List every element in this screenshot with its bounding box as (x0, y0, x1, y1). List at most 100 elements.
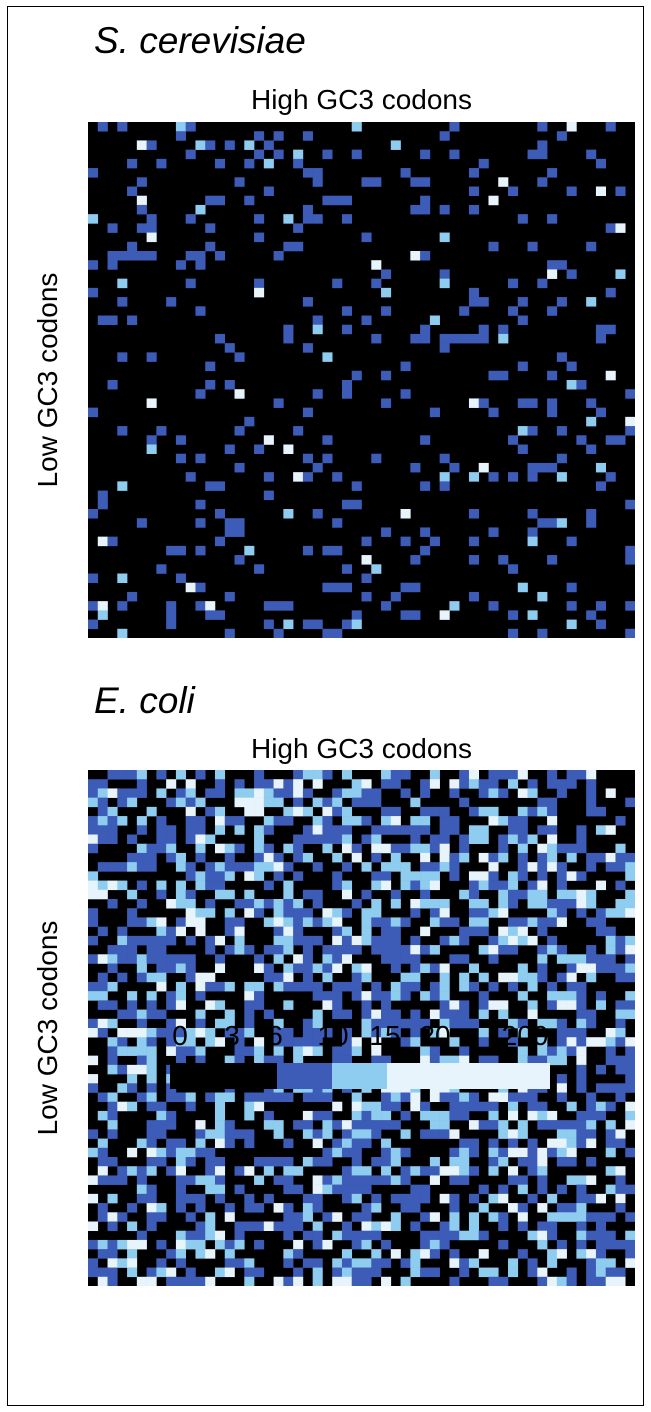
heatmap-cell (498, 843, 509, 854)
heatmap-cell (273, 398, 284, 408)
heatmap-cell (488, 1276, 499, 1286)
heatmap-cell (566, 1101, 577, 1112)
heatmap-cell (127, 862, 138, 872)
heatmap-cell (283, 444, 294, 455)
heatmap-cell (537, 1184, 548, 1195)
heatmap-cell (508, 1138, 519, 1149)
heatmap-cell (214, 251, 226, 261)
heatmap-cell (371, 852, 382, 863)
heatmap-cell (478, 1055, 489, 1066)
heatmap-cell (390, 806, 401, 817)
heatmap-cell (97, 816, 108, 826)
heatmap-cell (547, 816, 558, 826)
heatmap-cell (547, 843, 558, 854)
heatmap-cell (361, 315, 372, 326)
heatmap-cell (498, 1276, 509, 1286)
heatmap-cell (224, 981, 235, 992)
heatmap-cell (156, 1212, 167, 1222)
heatmap-cell (254, 1203, 265, 1213)
heatmap-cell (371, 1175, 382, 1185)
heatmap-cell (595, 908, 606, 918)
heatmap-cell (351, 1276, 362, 1286)
heatmap-cell (537, 591, 548, 602)
heatmap-cell (429, 871, 440, 881)
heatmap-cell (205, 972, 216, 983)
heatmap-cell (322, 797, 333, 808)
heatmap-cell (293, 1120, 304, 1130)
heatmap-cell (371, 177, 382, 187)
heatmap-cell (576, 1028, 587, 1038)
heatmap-cell (254, 852, 265, 863)
heatmap-cell (468, 297, 480, 307)
heatmap-cell (595, 806, 606, 817)
heatmap-cell (625, 1239, 635, 1250)
heatmap-cell (595, 825, 606, 835)
heatmap-cell (254, 1221, 265, 1232)
heatmap-cell (556, 1092, 567, 1103)
heatmap-cell (332, 797, 343, 808)
heatmap-cell (283, 509, 294, 519)
heatmap-cell (517, 991, 528, 1001)
heatmap-cell (322, 435, 333, 445)
heatmap-cell (166, 1092, 177, 1103)
heatmap-cell (205, 834, 216, 845)
heatmap-cell (537, 518, 548, 528)
heatmap-cell (156, 1157, 167, 1167)
heatmap-cell (361, 972, 372, 983)
heatmap-cell (273, 1129, 284, 1139)
heatmap-cell (381, 806, 392, 817)
heatmap-cell (390, 963, 401, 974)
heatmap-cell (283, 1037, 294, 1047)
heatmap-cell (527, 149, 538, 160)
heatmap-cell (605, 472, 616, 482)
heatmap-cell (498, 1009, 509, 1020)
colorbar-tick-label: 20 (419, 1020, 451, 1051)
heatmap-cell (527, 788, 538, 798)
heatmap-cell (341, 981, 353, 992)
heatmap-cell (508, 926, 519, 937)
heatmap-cell (166, 834, 177, 845)
heatmap-cell (166, 1120, 177, 1130)
heatmap-cell (302, 945, 313, 955)
heatmap-cell (302, 1110, 313, 1121)
heatmap-cell (97, 1018, 108, 1029)
heatmap-cell (439, 232, 450, 243)
heatmap-cell (302, 472, 313, 482)
heatmap-cell (117, 1239, 128, 1250)
heatmap-cell (195, 1230, 206, 1241)
heatmap-cell (508, 1258, 519, 1268)
heatmap-cell (478, 926, 489, 937)
heatmap-cell (88, 1221, 99, 1232)
heatmap-cell (566, 991, 577, 1001)
heatmap-cell (195, 1221, 206, 1232)
heatmap-cell (429, 1157, 440, 1167)
heatmap-cell (566, 954, 577, 964)
heatmap-cell (537, 926, 548, 937)
heatmap-cell (166, 1046, 177, 1056)
heatmap-cell (605, 122, 616, 132)
heatmap-cell (576, 1249, 587, 1259)
heatmap-cell (439, 278, 450, 289)
heatmap-cell (136, 1276, 147, 1286)
heatmap-cell (508, 917, 519, 927)
heatmap-cell (283, 1184, 294, 1195)
heatmap-cell (586, 963, 597, 974)
heatmap-cell (332, 582, 343, 593)
heatmap-cell (146, 1138, 157, 1149)
heatmap-cell (254, 1175, 265, 1185)
heatmap-cell (537, 278, 548, 289)
heatmap-cell (439, 1166, 450, 1176)
heatmap-cell (185, 1230, 196, 1241)
heatmap-cell (234, 816, 245, 826)
heatmap-cell (468, 1212, 480, 1222)
heatmap-cell (400, 1203, 411, 1213)
heatmap-cell (293, 1184, 304, 1195)
heatmap-cell (273, 131, 284, 141)
heatmap-cell (156, 816, 167, 826)
heatmap-cell (605, 1147, 616, 1158)
heatmap-cell (566, 601, 577, 611)
heatmap-cell (244, 1221, 255, 1232)
heatmap-cell (615, 1175, 626, 1185)
heatmap-cell (498, 926, 509, 937)
heatmap-cell (390, 1249, 401, 1259)
